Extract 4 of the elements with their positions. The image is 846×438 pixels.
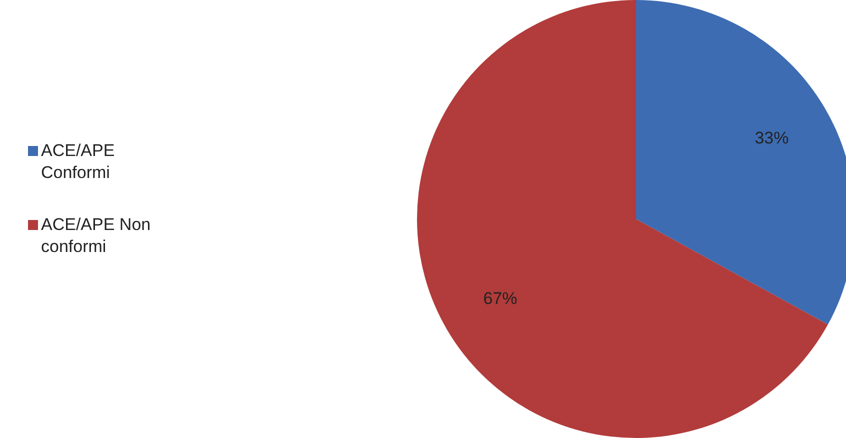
data-label: 33% [754, 128, 789, 148]
legend-label: ACE/APE Conformi [41, 140, 116, 184]
data-label: 67% [483, 288, 518, 308]
legend-label: ACE/APE Non conformi [41, 214, 152, 258]
